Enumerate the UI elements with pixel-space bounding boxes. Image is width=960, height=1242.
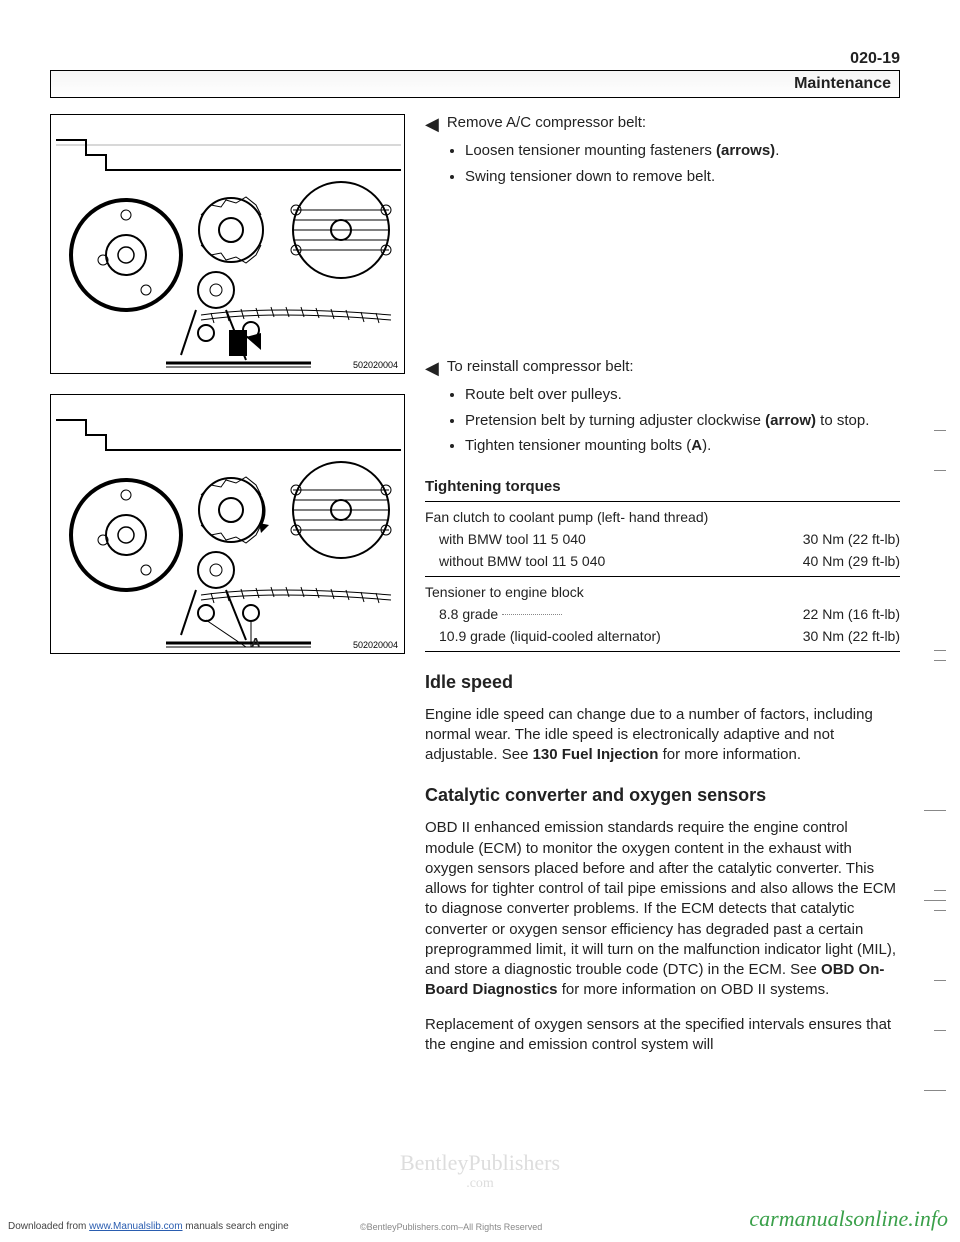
figure-2: A 502020004 <box>50 394 405 654</box>
step-2-title: To reinstall compressor belt: <box>447 358 634 375</box>
torque-table: Fan clutch to coolant pump (left- hand t… <box>425 506 900 652</box>
step-reinstall-belt: ◀ To reinstall compressor belt: Route be… <box>425 358 900 456</box>
torques-heading: Tightening torques <box>425 478 900 495</box>
torque-value: 30 Nm (22 ft-lb) <box>791 531 900 547</box>
figure-1: 502020004 <box>50 114 405 374</box>
watermark: BentleyPublishers .com <box>0 1150 960 1192</box>
torque-label: 10.9 grade (liquid-cooled alternator) <box>425 628 791 644</box>
manualslib-link[interactable]: www.Manualslib.com <box>89 1221 182 1232</box>
torque-label: Fan clutch to coolant pump (left- hand t… <box>425 509 888 525</box>
section-heading-catalytic: Catalytic converter and oxygen sensors <box>425 785 900 806</box>
triangle-icon: ◀ <box>425 115 439 133</box>
section-heading-idle: Idle speed <box>425 672 900 693</box>
triangle-icon: ◀ <box>425 359 439 377</box>
footer-site: carmanualsonline.info <box>749 1206 948 1232</box>
step-remove-belt: ◀ Remove A/C compressor belt: Loosen ten… <box>425 114 900 186</box>
footer-download: Downloaded from www.Manualslib.com manua… <box>8 1221 289 1232</box>
page-number: 020-19 <box>50 50 900 68</box>
paragraph: Replacement of oxygen sensors at the spe… <box>425 1015 900 1056</box>
figure-2-label-a: A <box>251 635 260 650</box>
bullet: Loosen tensioner mounting fasteners (arr… <box>465 141 900 161</box>
torque-label: Tensioner to engine block <box>425 584 888 600</box>
torque-label: with BMW tool 11 5 040 <box>425 531 791 547</box>
figure-1-id: 502020004 <box>351 360 400 370</box>
torque-value: 30 Nm (22 ft-lb) <box>791 628 900 644</box>
header-title: Maintenance <box>50 70 900 98</box>
torque-label: 8.8 grade <box>425 606 791 622</box>
step-2-bullets: Route belt over pulleys. Pretension belt… <box>451 385 900 456</box>
step-1-bullets: Loosen tensioner mounting fasteners (arr… <box>451 141 900 186</box>
bullet: Swing tensioner down to remove belt. <box>465 167 900 187</box>
footer-copyright: ©BentleyPublishers.com–All Rights Reserv… <box>360 1222 542 1232</box>
paragraph: OBD II enhanced emission standards requi… <box>425 818 900 1000</box>
bullet: Route belt over pulleys. <box>465 385 900 405</box>
step-1-title: Remove A/C compressor belt: <box>447 114 646 131</box>
margin-ticks <box>926 0 946 1242</box>
bullet: Pretension belt by turning adjuster cloc… <box>465 411 900 431</box>
torque-label: without BMW tool 11 5 040 <box>425 553 791 569</box>
paragraph: Engine idle speed can change due to a nu… <box>425 705 900 766</box>
bullet: Tighten tensioner mounting bolts (A). <box>465 436 900 456</box>
figure-2-id: 502020004 <box>351 640 400 650</box>
torque-value: 40 Nm (29 ft-lb) <box>791 553 900 569</box>
belt-diagram-2 <box>51 395 405 654</box>
belt-diagram-1 <box>51 115 405 374</box>
torque-value: 22 Nm (16 ft-lb) <box>791 606 900 622</box>
